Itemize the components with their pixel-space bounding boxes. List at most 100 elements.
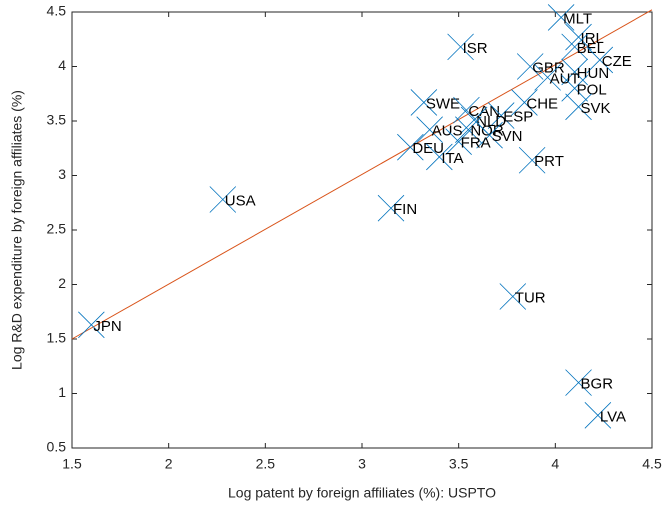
x-tick-label: 3	[358, 456, 366, 472]
point-label: CZE	[602, 53, 632, 70]
point	[377, 194, 405, 222]
point	[78, 311, 105, 339]
marker-stroke	[426, 143, 453, 171]
x-tick-label: 4	[551, 456, 559, 472]
marker-stroke	[209, 186, 237, 213]
point	[586, 46, 614, 74]
marker-stroke	[516, 53, 544, 80]
point-label: JPN	[93, 318, 121, 335]
point	[445, 128, 472, 155]
marker-stroke	[445, 128, 472, 155]
y-tick-label: 0.5	[47, 439, 67, 455]
point	[584, 402, 612, 429]
point	[561, 75, 588, 102]
marker-stroke	[565, 369, 592, 396]
marker-stroke	[447, 33, 474, 61]
point-label: FRA	[461, 135, 491, 152]
point-label: ESP	[503, 109, 533, 126]
point-label: DEU	[412, 140, 444, 157]
x-tick-label: 1.5	[62, 456, 82, 472]
marker-stroke	[460, 106, 488, 134]
point-label: FIN	[393, 201, 417, 218]
marker-stroke	[586, 46, 614, 74]
point-label: SWE	[426, 95, 460, 112]
y-tick-label: 1.5	[47, 330, 67, 346]
point-label: PRT	[534, 153, 564, 170]
point	[476, 121, 503, 149]
point	[547, 4, 575, 31]
y-tick-label: 2	[58, 275, 66, 291]
point	[516, 53, 544, 80]
marker-stroke	[547, 4, 575, 31]
point-label: NOR	[470, 123, 504, 140]
point-label: CHE	[526, 95, 558, 112]
marker-stroke	[397, 133, 424, 161]
point-label: CAN	[468, 103, 500, 120]
point	[447, 33, 474, 61]
point	[518, 146, 546, 174]
marker-stroke	[377, 194, 405, 222]
point	[455, 116, 482, 144]
marker-stroke	[416, 116, 443, 144]
marker-stroke	[511, 89, 538, 116]
point-label: GBR	[532, 59, 565, 76]
point-label: ISR	[463, 40, 488, 57]
marker-stroke	[476, 121, 503, 149]
point	[565, 369, 592, 396]
point-label: MLT	[563, 10, 592, 27]
point	[561, 58, 588, 86]
point-label: AUT	[550, 70, 580, 87]
point	[511, 89, 538, 116]
marker-stroke	[584, 402, 612, 429]
point	[534, 64, 561, 91]
y-axis-label: Log R&D expenditure by foreign affiliate…	[9, 90, 25, 370]
point	[410, 89, 438, 116]
marker-stroke	[487, 102, 515, 129]
marker-stroke	[561, 33, 588, 61]
x-tick-label: 3.5	[449, 456, 469, 472]
y-tick-label: 4.5	[47, 3, 67, 19]
marker-stroke	[534, 64, 561, 91]
y-tick-label: 3.5	[47, 112, 67, 128]
x-tick-label: 4.5	[642, 456, 662, 472]
point	[565, 93, 592, 121]
marker-stroke	[410, 89, 438, 116]
fit-line	[71, 9, 653, 340]
point-label: BGR	[581, 376, 614, 393]
y-tick-label: 2.5	[47, 221, 67, 237]
point	[561, 33, 588, 61]
marker-stroke	[455, 116, 482, 144]
point	[416, 116, 443, 144]
point-label: SVN	[492, 128, 523, 145]
y-tick-label: 1	[58, 384, 66, 400]
point-label: ITA	[441, 150, 463, 167]
point	[565, 23, 592, 51]
marker-stroke	[518, 146, 546, 174]
point-label: BEL	[577, 40, 605, 57]
point	[397, 133, 424, 161]
x-tick-label: 2.5	[256, 456, 276, 472]
point-label: IRL	[581, 30, 604, 47]
marker-stroke	[565, 23, 592, 51]
point-label: USA	[225, 192, 256, 209]
marker-stroke	[565, 93, 592, 121]
marker-stroke	[561, 75, 588, 102]
point-label: SVK	[581, 100, 611, 117]
point	[499, 283, 527, 310]
marker-stroke	[499, 283, 527, 310]
point	[426, 143, 453, 171]
point	[209, 186, 237, 213]
marker-stroke	[78, 311, 105, 339]
x-tick-label: 2	[165, 456, 173, 472]
x-axis-label: Log patent by foreign affiliates (%): US…	[228, 485, 496, 501]
marker-stroke	[561, 58, 588, 86]
point-label: LVA	[600, 408, 626, 425]
point-label: HUN	[577, 65, 610, 82]
y-tick-label: 3	[58, 166, 66, 182]
point	[487, 102, 515, 129]
point-label: AUS	[432, 123, 463, 140]
y-tick-label: 4	[58, 57, 66, 73]
point-label: TUR	[515, 289, 546, 306]
point-label: POL	[577, 81, 607, 98]
